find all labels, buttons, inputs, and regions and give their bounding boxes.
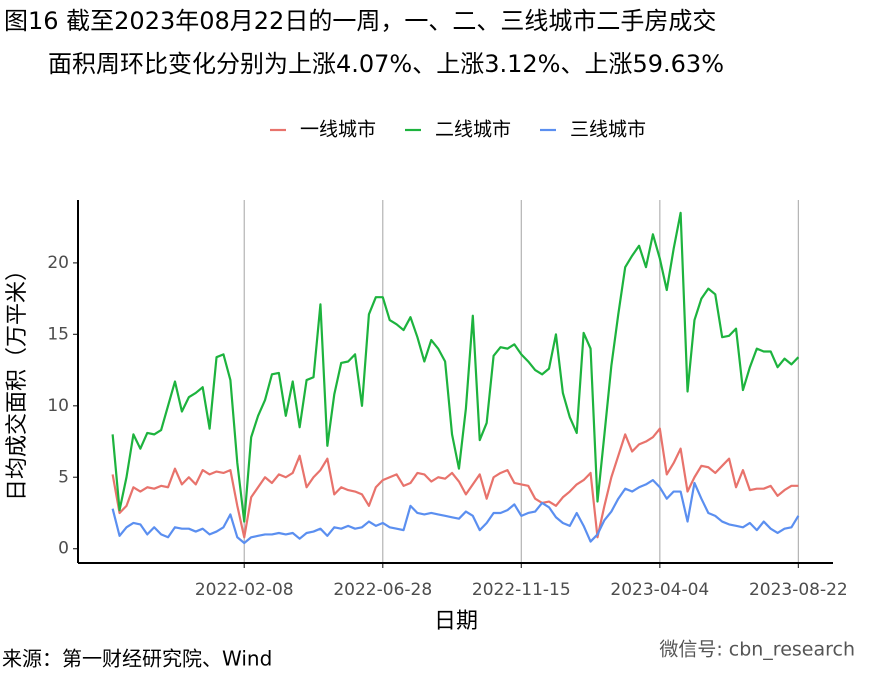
legend-label: 二线城市 (435, 119, 511, 141)
legend-label: 一线城市 (300, 119, 376, 141)
y-tick-label: 0 (58, 539, 69, 559)
x-tick-label: 2023-04-04 (610, 580, 709, 600)
line (111, 479, 800, 545)
chart-title: 图16 截至2023年08月22日的一周，一、二、三线城市二手房成交 (4, 7, 716, 35)
y-tick-label: 10 (47, 396, 69, 416)
legend-label: 三线城市 (570, 119, 646, 141)
x-tick-label: 2022-11-15 (472, 580, 571, 600)
watermark: 微信号: cbn_research (659, 639, 855, 661)
x-tick-label: 2022-06-28 (333, 580, 432, 600)
line (111, 211, 800, 523)
x-axis-label: 日期 (434, 609, 478, 634)
x-tick-label: 2022-02-08 (195, 580, 294, 600)
y-tick-label: 15 (47, 324, 69, 344)
y-axis-label: 日均成交面积（万平米） (5, 259, 30, 501)
y-tick-label: 5 (58, 467, 69, 487)
y-tick-label: 20 (47, 253, 69, 273)
chart-title: 面积周环比变化分别为上涨4.07%、上涨3.12%、上涨59.63% (48, 50, 724, 78)
line (111, 427, 799, 539)
source: 来源：第一财经研究院、Wind (2, 647, 272, 671)
x-tick-label: 2023-08-22 (749, 580, 848, 600)
